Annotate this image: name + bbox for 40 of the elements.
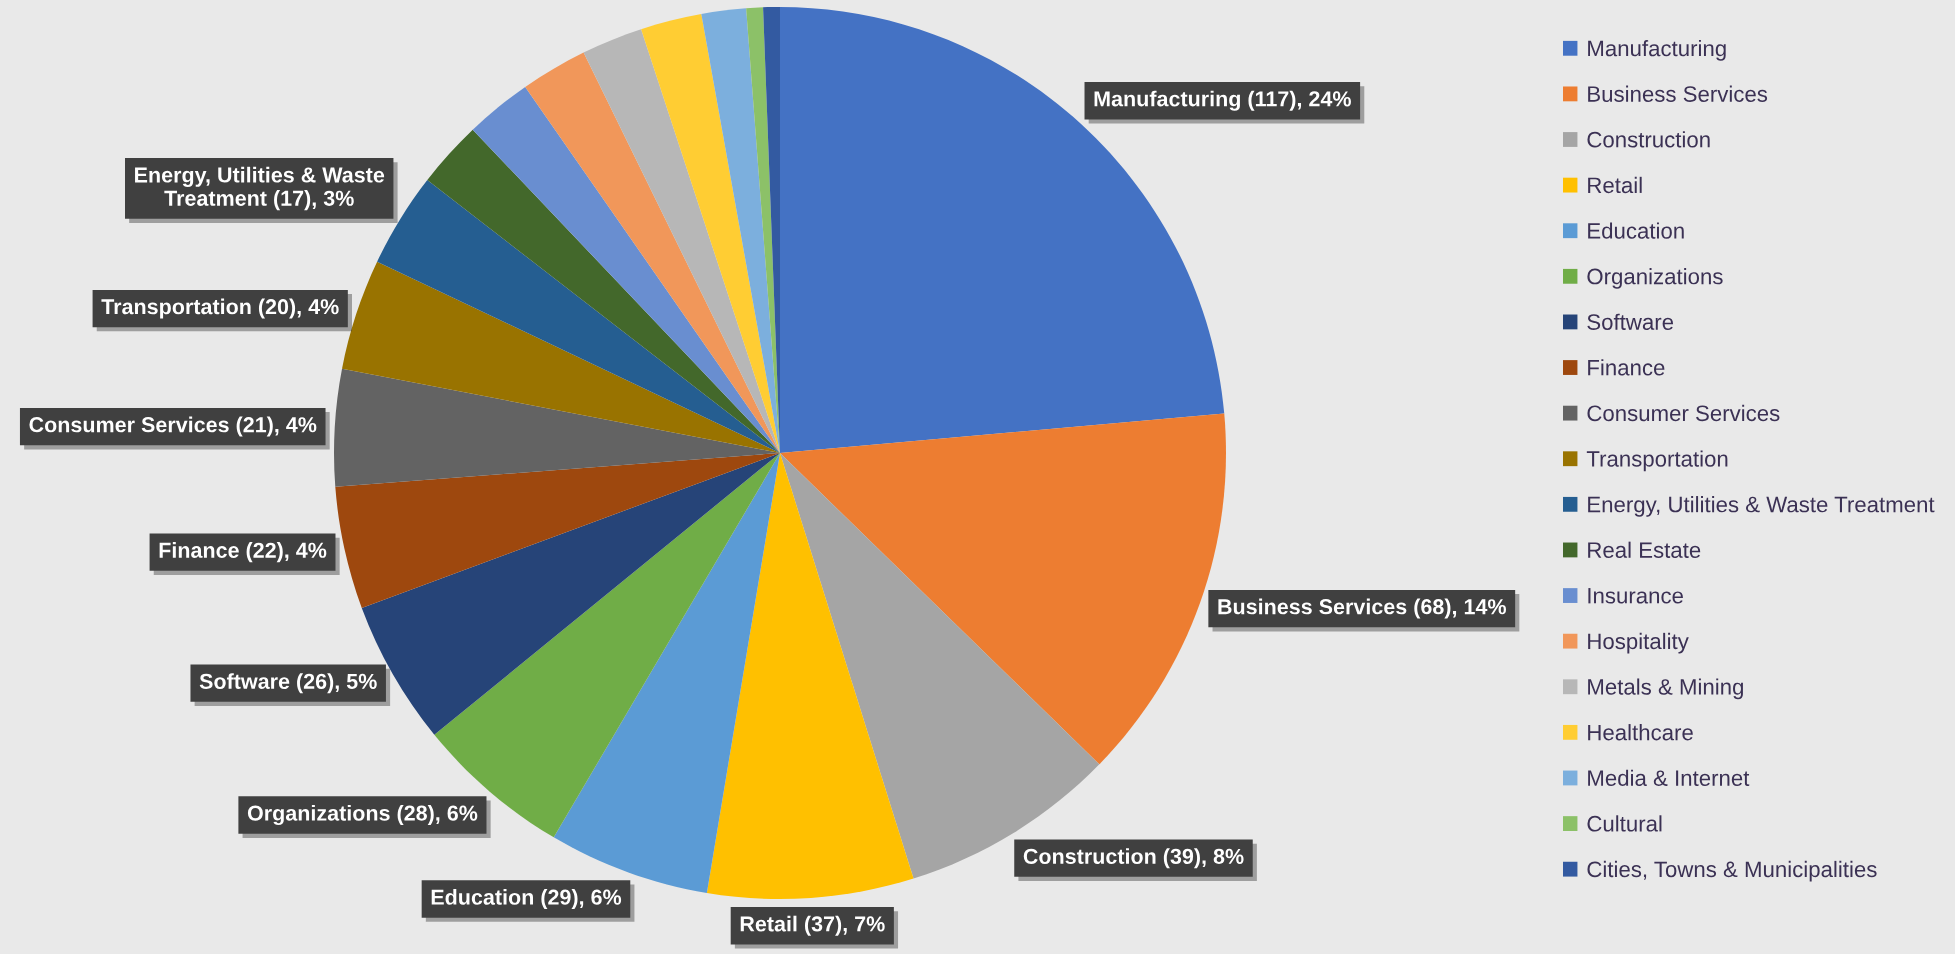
data-label: Education (29), 6% bbox=[431, 888, 622, 910]
pie-slice bbox=[334, 368, 780, 487]
legend-label: Education bbox=[1588, 222, 1684, 239]
pie-slice bbox=[335, 453, 780, 608]
legend-label: Insurance bbox=[1588, 588, 1683, 604]
pie-slice bbox=[427, 129, 780, 453]
pie-slice bbox=[472, 86, 780, 453]
legend-label: Cities, Towns & Municipalities bbox=[1587, 860, 1877, 882]
data-label: Energy, Utilities & Waste Treatment (17), 3% bbox=[135, 166, 385, 211]
pie-slice bbox=[706, 453, 914, 899]
pie-slice bbox=[583, 29, 780, 453]
data-label: Construction (39), 8% bbox=[1023, 848, 1244, 869]
legend-label: Construction bbox=[1587, 131, 1710, 148]
pie-slice bbox=[701, 8, 780, 453]
data-label: Finance (22), 4% bbox=[159, 542, 327, 563]
legend-label: Business Services bbox=[1588, 85, 1768, 102]
data-label: Transportation (20), 4% bbox=[101, 298, 339, 319]
legend-label: Media & Internet bbox=[1588, 769, 1750, 786]
data-label: Organizations (28), 6% bbox=[247, 804, 478, 826]
legend-label: Consumer Services bbox=[1587, 404, 1780, 422]
data-label: Retail (37), 7% bbox=[740, 915, 885, 936]
legend-label: Organizations bbox=[1587, 268, 1723, 289]
data-label: Software (26), 5% bbox=[199, 673, 377, 694]
legend-label: Real Estate bbox=[1588, 541, 1701, 558]
legend-label: Hospitality bbox=[1588, 632, 1689, 654]
legend-label: Manufacturing bbox=[1588, 40, 1726, 61]
legend-label: Retail bbox=[1588, 176, 1642, 194]
pie-slice bbox=[342, 261, 780, 453]
legend-label: Finance bbox=[1588, 359, 1665, 376]
pie-slice bbox=[525, 52, 780, 453]
legend-label: Energy, Utilities & Waste Treatment bbox=[1588, 496, 1935, 517]
legend-label: Healthcare bbox=[1588, 724, 1693, 741]
pie-slice bbox=[641, 14, 780, 453]
data-label: Business Services (68), 14% bbox=[1218, 598, 1506, 619]
data-label: Manufacturing (117), 24% bbox=[1094, 90, 1351, 111]
legend-label: Metals & Mining bbox=[1588, 678, 1743, 700]
data-label: Consumer Services (21), 4% bbox=[29, 416, 317, 437]
legend-label: Software bbox=[1587, 313, 1674, 330]
legend-label: Cultural bbox=[1587, 815, 1662, 832]
legend-label: Transportation bbox=[1586, 450, 1728, 472]
